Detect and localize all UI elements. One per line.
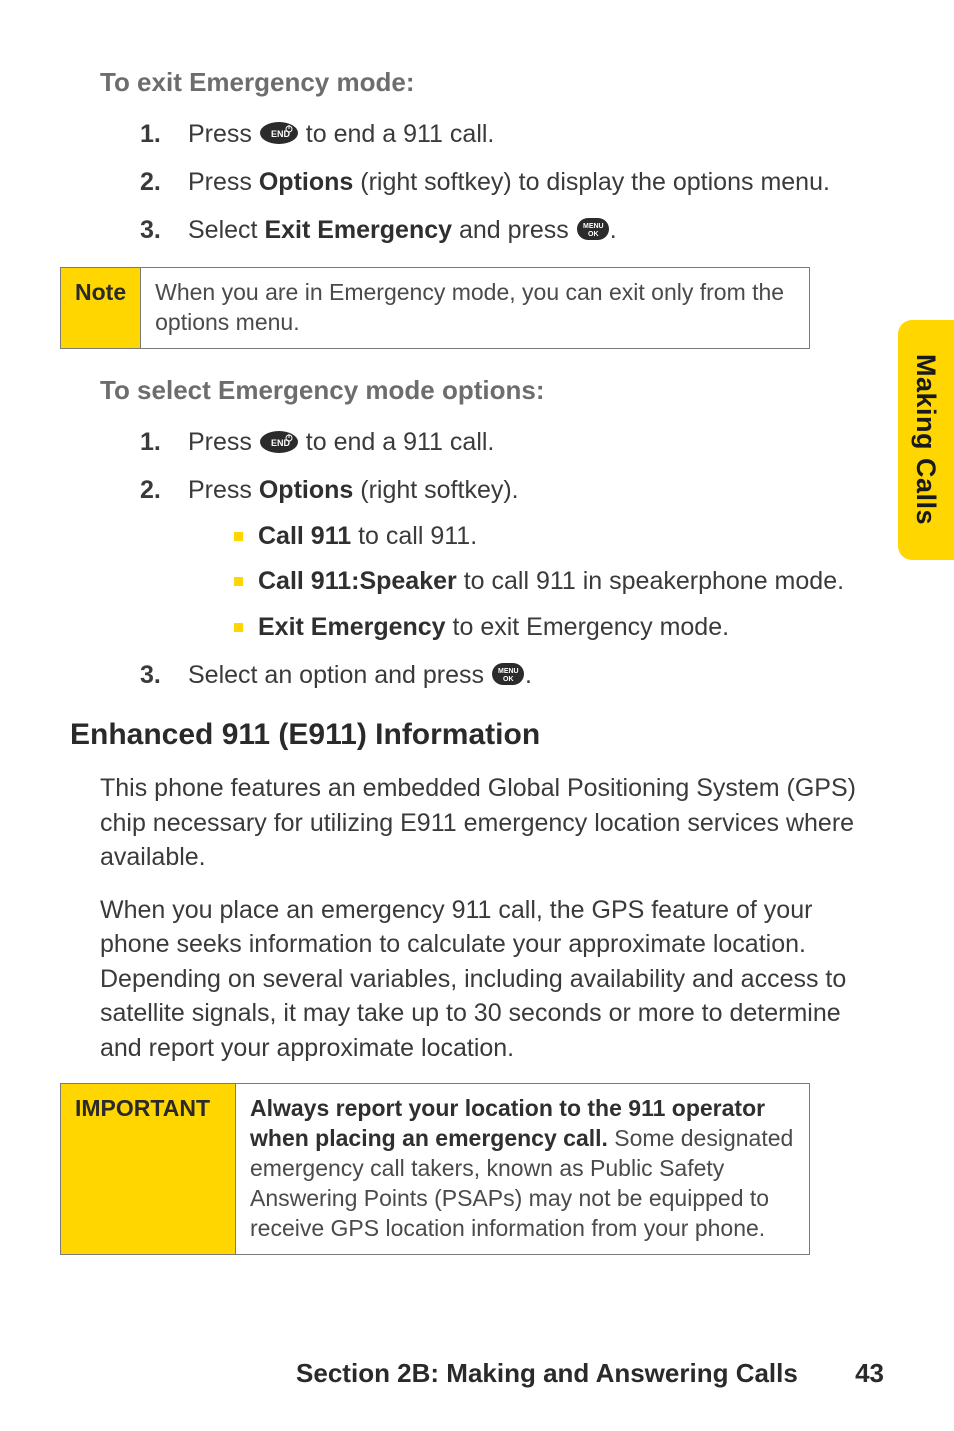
note-callout: Note When you are in Emergency mode, you… xyxy=(60,267,810,349)
text: Select an option and press xyxy=(188,661,491,689)
label: Exit Emergency xyxy=(258,613,446,641)
svg-text:MENU: MENU xyxy=(498,668,519,675)
sub-option-call911: Call 911 to call 911. xyxy=(234,520,884,554)
svg-text:OK: OK xyxy=(503,676,514,683)
text: to call 911 in speakerphone mode. xyxy=(457,567,844,595)
e911-paragraph-1: This phone features an embedded Global P… xyxy=(100,771,884,875)
footer-section: Section 2B: Making and Answering Calls xyxy=(296,1358,798,1388)
e911-title: Enhanced 911 (E911) Information xyxy=(70,715,884,756)
select-step-2: Press Options (right softkey). Call 911 … xyxy=(140,474,884,645)
exit-mode-steps: Press END to end a 911 call. Press Optio… xyxy=(140,118,884,247)
select-options-steps: Press END to end a 911 call. Press Optio… xyxy=(140,426,884,693)
svg-text:OK: OK xyxy=(588,231,599,238)
side-tab-label: Making Calls xyxy=(908,354,944,525)
options-label: Options xyxy=(259,168,353,196)
exit-emergency-label: Exit Emergency xyxy=(264,216,452,244)
text: (right softkey). xyxy=(353,476,518,504)
select-options-heading: To select Emergency mode options: xyxy=(100,373,884,408)
label: Call 911:Speaker xyxy=(258,567,457,595)
text: to exit Emergency mode. xyxy=(446,613,729,641)
exit-mode-heading: To exit Emergency mode: xyxy=(100,65,884,100)
text: to end a 911 call. xyxy=(299,120,495,148)
select-step-1: Press END to end a 911 call. xyxy=(140,426,884,460)
text: to end a 911 call. xyxy=(299,428,495,456)
exit-step-1: Press END to end a 911 call. xyxy=(140,118,884,152)
page-footer: Section 2B: Making and Answering Calls 4… xyxy=(0,1356,954,1391)
sub-options-list: Call 911 to call 911. Call 911:Speaker t… xyxy=(234,520,884,645)
text: Press xyxy=(188,168,259,196)
note-text: When you are in Emergency mode, you can … xyxy=(141,268,810,349)
sub-option-call911-speaker: Call 911:Speaker to call 911 in speakerp… xyxy=(234,565,884,599)
label: Call 911 xyxy=(258,522,351,550)
svg-text:MENU: MENU xyxy=(583,223,604,230)
important-label: IMPORTANT xyxy=(61,1084,236,1254)
important-text: Always report your location to the 911 o… xyxy=(236,1084,810,1254)
text: (right softkey) to display the options m… xyxy=(353,168,830,196)
e911-paragraph-2: When you place an emergency 911 call, th… xyxy=(100,893,884,1066)
text: Press xyxy=(188,428,259,456)
text: . xyxy=(525,661,532,689)
menu-ok-key-icon: MENUOK xyxy=(576,217,610,241)
svg-text:END: END xyxy=(271,129,291,139)
options-label: Options xyxy=(259,476,353,504)
end-key-icon: END xyxy=(259,121,299,145)
select-step-3: Select an option and press MENUOK. xyxy=(140,659,884,693)
text: and press xyxy=(452,216,576,244)
exit-step-3: Select Exit Emergency and press MENUOK. xyxy=(140,214,884,248)
text: Select xyxy=(188,216,264,244)
end-key-icon: END xyxy=(259,430,299,454)
important-callout: IMPORTANT Always report your location to… xyxy=(60,1083,810,1254)
menu-ok-key-icon: MENUOK xyxy=(491,662,525,686)
text: . xyxy=(610,216,617,244)
sub-option-exit-emergency: Exit Emergency to exit Emergency mode. xyxy=(234,611,884,645)
text: Press xyxy=(188,476,259,504)
side-tab: Making Calls xyxy=(898,320,954,560)
footer-page-number: 43 xyxy=(855,1356,884,1391)
exit-step-2: Press Options (right softkey) to display… xyxy=(140,166,884,200)
svg-text:END: END xyxy=(271,438,291,448)
note-label: Note xyxy=(61,268,141,349)
text: Press xyxy=(188,120,259,148)
text: to call 911. xyxy=(351,522,477,550)
